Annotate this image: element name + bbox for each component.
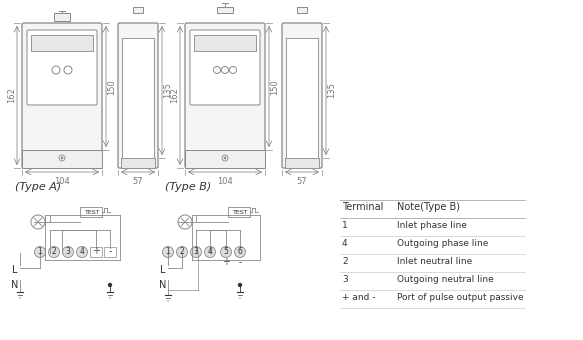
Circle shape [48, 246, 59, 257]
FancyBboxPatch shape [133, 7, 143, 13]
FancyBboxPatch shape [286, 38, 318, 163]
Text: 135: 135 [163, 82, 172, 98]
Text: TEST: TEST [85, 209, 100, 215]
Text: + and -: + and - [342, 292, 375, 302]
Text: 4: 4 [79, 248, 85, 256]
Text: 2: 2 [180, 248, 184, 256]
Text: 3: 3 [65, 248, 71, 256]
Circle shape [224, 157, 226, 159]
Text: N: N [11, 280, 19, 290]
Circle shape [205, 246, 216, 257]
FancyBboxPatch shape [80, 207, 102, 217]
Text: TEST: TEST [233, 209, 248, 215]
Text: 3: 3 [342, 274, 347, 284]
Text: 162: 162 [7, 87, 16, 103]
Text: 5: 5 [223, 248, 229, 256]
Text: 162: 162 [170, 87, 179, 103]
FancyBboxPatch shape [282, 23, 322, 168]
Text: (Type B): (Type B) [165, 182, 211, 192]
Circle shape [61, 157, 63, 159]
Text: Port of pulse output passive: Port of pulse output passive [397, 292, 524, 302]
Text: 1: 1 [342, 221, 347, 230]
Text: -: - [108, 246, 112, 256]
Circle shape [108, 284, 111, 287]
FancyBboxPatch shape [190, 30, 260, 105]
FancyBboxPatch shape [122, 38, 154, 163]
Circle shape [220, 246, 231, 257]
Text: (Type A): (Type A) [15, 182, 61, 192]
FancyBboxPatch shape [121, 158, 155, 168]
FancyBboxPatch shape [194, 35, 256, 51]
Text: Outgoing phase line: Outgoing phase line [397, 238, 489, 248]
Text: N: N [159, 280, 167, 290]
Circle shape [34, 246, 45, 257]
Text: Outgoing neutral line: Outgoing neutral line [397, 274, 494, 284]
FancyBboxPatch shape [185, 23, 265, 168]
Text: 2: 2 [52, 248, 57, 256]
Text: L: L [160, 265, 166, 275]
Circle shape [163, 246, 174, 257]
Text: -: - [238, 257, 242, 267]
FancyBboxPatch shape [118, 23, 158, 168]
FancyBboxPatch shape [22, 150, 102, 168]
FancyBboxPatch shape [31, 35, 93, 51]
Text: 57: 57 [297, 177, 307, 186]
FancyBboxPatch shape [285, 158, 319, 168]
Text: L: L [12, 265, 17, 275]
Text: 2: 2 [342, 256, 347, 266]
Text: 6: 6 [237, 248, 243, 256]
Text: Inlet phase line: Inlet phase line [397, 221, 467, 230]
Text: 3: 3 [194, 248, 198, 256]
FancyBboxPatch shape [185, 150, 265, 168]
FancyBboxPatch shape [297, 7, 307, 13]
Circle shape [62, 246, 73, 257]
Text: +: + [92, 246, 100, 256]
FancyBboxPatch shape [22, 23, 102, 168]
Text: Terminal: Terminal [342, 202, 384, 212]
Circle shape [238, 284, 241, 287]
Text: 1: 1 [38, 248, 43, 256]
Text: 135: 135 [327, 82, 336, 98]
Text: 150: 150 [107, 79, 116, 95]
Text: 150: 150 [270, 79, 279, 95]
Circle shape [234, 246, 245, 257]
FancyBboxPatch shape [54, 13, 70, 21]
FancyBboxPatch shape [217, 7, 233, 13]
Text: Note(Type B): Note(Type B) [397, 202, 460, 212]
FancyBboxPatch shape [228, 207, 250, 217]
Text: 4: 4 [342, 238, 347, 248]
Circle shape [76, 246, 87, 257]
Text: Inlet neutral line: Inlet neutral line [397, 256, 472, 266]
Circle shape [177, 246, 188, 257]
Text: 104: 104 [217, 177, 233, 186]
Text: 104: 104 [54, 177, 70, 186]
Circle shape [191, 246, 202, 257]
Text: 1: 1 [166, 248, 170, 256]
Text: 4: 4 [208, 248, 212, 256]
FancyBboxPatch shape [27, 30, 97, 105]
Text: +: + [222, 257, 230, 267]
Text: 57: 57 [133, 177, 143, 186]
